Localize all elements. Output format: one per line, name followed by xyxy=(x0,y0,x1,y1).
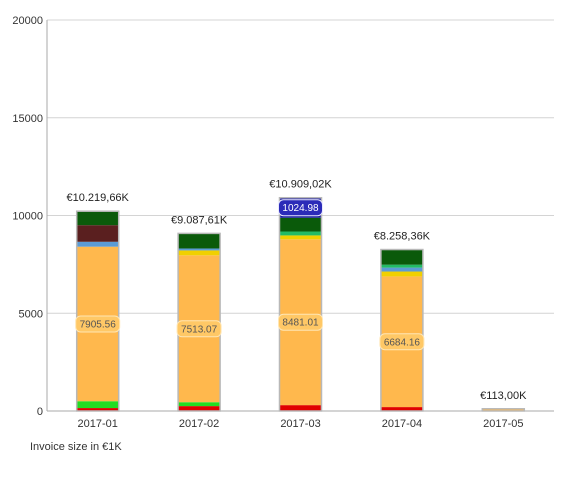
bar-total-label: €10.219,66K xyxy=(67,192,130,204)
segment-label-box xyxy=(75,315,121,333)
bar-segment xyxy=(279,231,322,236)
bar-segment xyxy=(178,248,221,251)
bar-outline xyxy=(481,408,526,412)
x-tick-label: 2017-05 xyxy=(483,418,523,430)
bar-segment xyxy=(76,408,119,411)
segment-label: 7905.56 xyxy=(80,319,117,330)
total-labels: €10.219,66K €9.087,61K €10.909,02K €8.258,3… xyxy=(67,179,528,402)
bar-segment xyxy=(178,233,221,249)
bar-segment xyxy=(279,405,322,411)
bar-outline xyxy=(75,210,120,412)
y-axis-caption: Invoice size in €1K xyxy=(30,441,122,453)
bar-outline xyxy=(380,248,424,412)
bar-segment xyxy=(76,225,119,242)
segment-label-box xyxy=(278,199,323,217)
bar-segment xyxy=(380,264,423,268)
bar-total-label: €8.258,36K xyxy=(374,231,431,243)
y-tick-label: 0 xyxy=(37,406,43,418)
y-tick-label: 5000 xyxy=(19,308,43,320)
segment-label: 8481.01 xyxy=(282,318,319,329)
segment-labels: 7905.56 7513.07 8481.01 1024.98 6684.16 xyxy=(75,199,425,351)
bar-segment xyxy=(380,407,423,411)
segment-label: 1024.98 xyxy=(282,203,319,214)
bar-segment xyxy=(380,267,423,272)
bar-total-label: €10.909,02K xyxy=(269,179,332,191)
x-tick-label: 2017-04 xyxy=(382,418,422,430)
y-tick-label: 20000 xyxy=(12,15,43,27)
bar-segment xyxy=(76,241,119,247)
bar-segment xyxy=(178,402,221,407)
bar-segment xyxy=(482,408,525,411)
bar-segment xyxy=(76,401,119,409)
x-tick-label: 2017-03 xyxy=(280,418,320,430)
bar-segment xyxy=(76,211,119,226)
bar-segment xyxy=(380,271,423,277)
x-tick-label: 2017-02 xyxy=(179,418,219,430)
bars xyxy=(75,196,526,412)
segment-label: 6684.16 xyxy=(384,337,421,348)
y-axis-ticks: 0 5000 10000 15000 20000 xyxy=(12,15,43,418)
x-tick-label: 2017-01 xyxy=(78,418,118,430)
bar-segment xyxy=(279,217,322,232)
bar-segment xyxy=(178,406,221,411)
x-axis-ticks: 2017-01 2017-02 2017-03 2017-04 2017-05 xyxy=(78,418,524,430)
bar-segment xyxy=(178,250,221,256)
segment-label-box xyxy=(379,333,425,351)
segment-label-box xyxy=(176,320,222,338)
bar-segment xyxy=(380,249,423,265)
segment-label: 7513.07 xyxy=(181,324,218,335)
bar-total-label: €9.087,61K xyxy=(171,214,228,226)
segment-label-box xyxy=(278,313,323,331)
y-tick-label: 15000 xyxy=(12,113,43,125)
bar-outline xyxy=(278,196,323,412)
bar-total-label: €113,00K xyxy=(480,390,527,402)
bar-segment xyxy=(279,235,322,240)
y-tick-label: 10000 xyxy=(12,211,43,223)
